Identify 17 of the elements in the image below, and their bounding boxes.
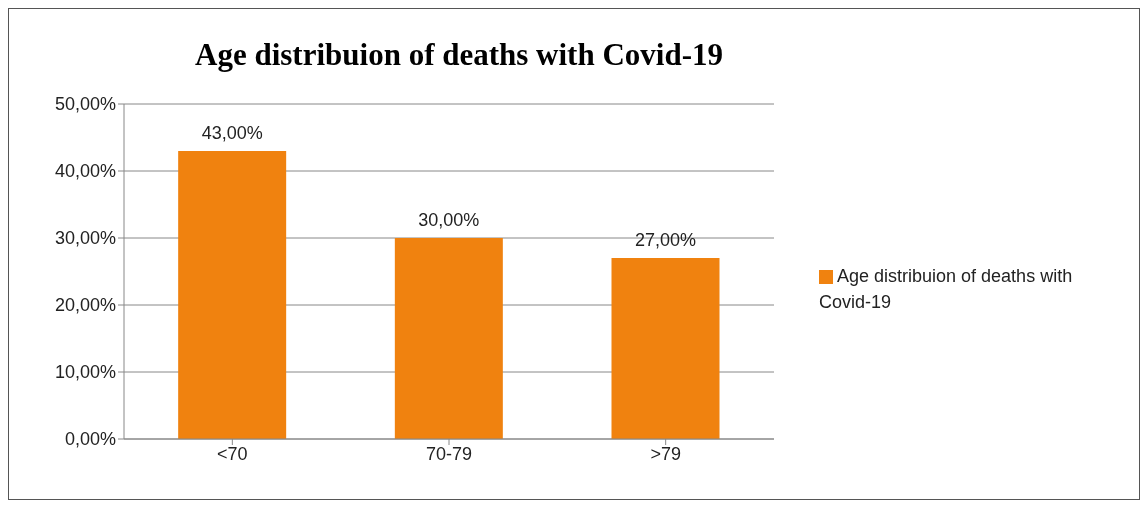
y-tick-label: 10,00% <box>54 362 116 383</box>
bar <box>178 150 287 439</box>
x-tick-label: <70 <box>217 443 248 464</box>
x-tick-label: 70-79 <box>425 443 473 464</box>
y-tick-label: 50,00% <box>54 94 116 115</box>
y-tick-label: 40,00% <box>54 161 116 182</box>
chart-title: Age distribuion of deaths with Covid-19 <box>194 37 724 73</box>
x-tick-label: >79 <box>650 443 681 464</box>
y-tick-label: 30,00% <box>54 228 116 249</box>
y-tick-label: 0,00% <box>64 429 116 450</box>
legend-label: Age distribuion of deaths with Covid-19 <box>819 266 1073 312</box>
data-label: 27,00% <box>634 230 697 251</box>
data-label: 43,00% <box>201 122 263 143</box>
bar <box>394 238 503 439</box>
data-label: 30,00% <box>418 210 480 230</box>
bar <box>611 258 720 439</box>
y-tick-label: 20,00% <box>54 295 116 316</box>
